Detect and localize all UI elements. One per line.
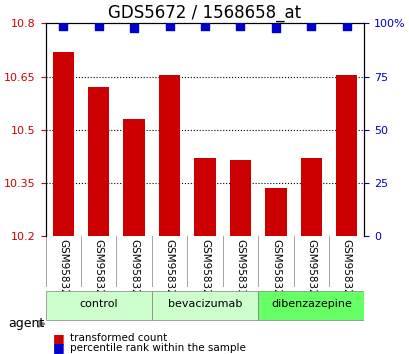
Point	[272, 25, 279, 30]
Bar	[335, 75, 357, 354]
Text: agent: agent	[8, 318, 44, 330]
Point	[236, 23, 243, 28]
Text: GSM958322: GSM958322	[58, 239, 68, 302]
Bar	[300, 158, 321, 354]
FancyBboxPatch shape	[258, 291, 364, 320]
Text: GSM958324: GSM958324	[129, 239, 139, 302]
Text: bevacizumab: bevacizumab	[167, 299, 242, 309]
Bar	[265, 188, 286, 354]
Bar	[159, 75, 180, 354]
Point	[343, 23, 349, 28]
Text: dibenzazepine: dibenzazepine	[270, 299, 351, 309]
Text: GSM958326: GSM958326	[306, 239, 316, 302]
Point	[201, 23, 208, 28]
Bar	[229, 160, 250, 354]
Text: percentile rank within the sample: percentile rank within the sample	[70, 343, 245, 353]
Text: ■: ■	[53, 342, 65, 354]
Bar	[194, 158, 215, 354]
Text: GSM958327: GSM958327	[341, 239, 351, 302]
Bar	[123, 119, 144, 354]
Bar	[88, 87, 109, 354]
Point	[95, 23, 102, 28]
FancyBboxPatch shape	[45, 291, 151, 320]
Text: GSM958328: GSM958328	[164, 239, 174, 302]
FancyBboxPatch shape	[151, 291, 258, 320]
Text: GSM958329: GSM958329	[200, 239, 209, 302]
Point	[130, 25, 137, 30]
Text: GSM958330: GSM958330	[235, 239, 245, 302]
Point	[166, 23, 173, 28]
Text: control: control	[79, 299, 118, 309]
Point	[307, 23, 314, 28]
Text: GSM958323: GSM958323	[93, 239, 103, 302]
Text: transformed count: transformed count	[70, 333, 166, 343]
Text: ■: ■	[53, 332, 65, 344]
Bar	[52, 52, 74, 354]
Title: GDS5672 / 1568658_at: GDS5672 / 1568658_at	[108, 4, 301, 22]
Text: GSM958325: GSM958325	[270, 239, 280, 302]
Point	[60, 23, 66, 28]
